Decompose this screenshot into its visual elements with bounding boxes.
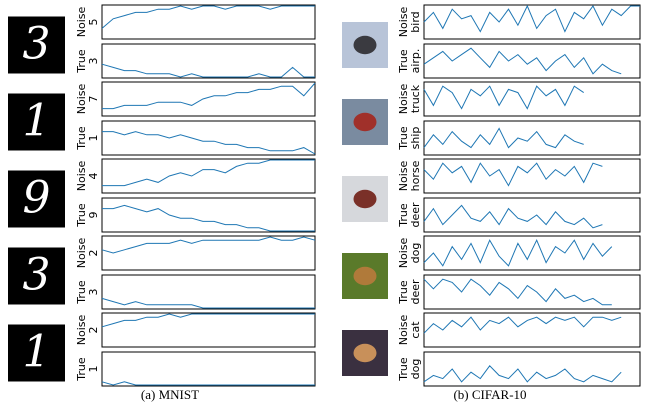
- plot-frame: [424, 5, 640, 39]
- plot-label: deer: [409, 202, 422, 228]
- plot-frame: [102, 5, 315, 39]
- line: [102, 64, 315, 77]
- line: [424, 128, 584, 147]
- line: [102, 160, 315, 186]
- plot-label: 7: [87, 96, 100, 103]
- plot-frame: [424, 313, 640, 347]
- plot-label: truck: [409, 84, 422, 113]
- plot-label: 5: [87, 19, 100, 26]
- plot-label: 4: [87, 173, 100, 180]
- plot-frame: [102, 121, 315, 155]
- plot-frame: [102, 352, 315, 386]
- plot-label: horse: [409, 160, 422, 191]
- line: [102, 83, 315, 109]
- line: [424, 48, 621, 74]
- figure: 3Noise5True31Noise7True19Noise4True93Noi…: [0, 0, 646, 407]
- plot-frame: [102, 198, 315, 232]
- photo-subject: [354, 267, 377, 285]
- plot-frame: [102, 44, 315, 78]
- plot-frame: [424, 198, 640, 232]
- line: [424, 205, 602, 227]
- plot-frame: [102, 275, 315, 309]
- line: [102, 237, 315, 253]
- digit: 9: [23, 173, 51, 224]
- plot-label: bird: [409, 11, 422, 32]
- plot-frame: [424, 275, 640, 309]
- photo-subject: [354, 36, 377, 54]
- plot-label: 1: [87, 366, 100, 373]
- digit: 3: [23, 250, 51, 301]
- plot-frame: [102, 313, 315, 347]
- plot-frame: [424, 352, 640, 386]
- line: [102, 132, 315, 154]
- digit: 1: [23, 327, 51, 378]
- plot-frame: [102, 236, 315, 270]
- line: [102, 205, 315, 231]
- plot-label: 1: [87, 135, 100, 142]
- plot-label: dog: [409, 243, 422, 264]
- plot-label: 9: [87, 212, 100, 219]
- plot-frame: [424, 159, 640, 193]
- plot-frame: [102, 82, 315, 116]
- line: [424, 240, 612, 266]
- plot-label: 2: [87, 327, 100, 334]
- plot-label: dog: [409, 359, 422, 380]
- line: [102, 382, 315, 385]
- plot-label: airp.: [409, 49, 422, 74]
- plot-label: ship: [409, 127, 422, 150]
- line: [424, 317, 621, 333]
- plot-label: cat: [409, 321, 422, 339]
- caption: (b) CIFAR-10: [453, 387, 526, 402]
- line: [424, 279, 612, 305]
- plot-label: 2: [87, 250, 100, 257]
- line: [102, 298, 315, 308]
- plot-frame: [102, 159, 315, 193]
- plot-label: deer: [409, 279, 422, 305]
- line: [424, 163, 602, 185]
- line: [424, 6, 640, 32]
- line: [102, 314, 315, 327]
- digit: 3: [23, 19, 51, 70]
- plot-frame: [424, 121, 640, 155]
- plot-label: 3: [87, 58, 100, 65]
- digit: 1: [23, 96, 51, 147]
- plot-label: 3: [87, 289, 100, 296]
- photo-subject: [354, 113, 377, 131]
- line: [424, 86, 584, 108]
- caption: (a) MNIST: [141, 387, 199, 402]
- line: [102, 6, 315, 28]
- photo-subject: [354, 190, 377, 208]
- line: [424, 366, 621, 382]
- photo-subject: [354, 344, 377, 362]
